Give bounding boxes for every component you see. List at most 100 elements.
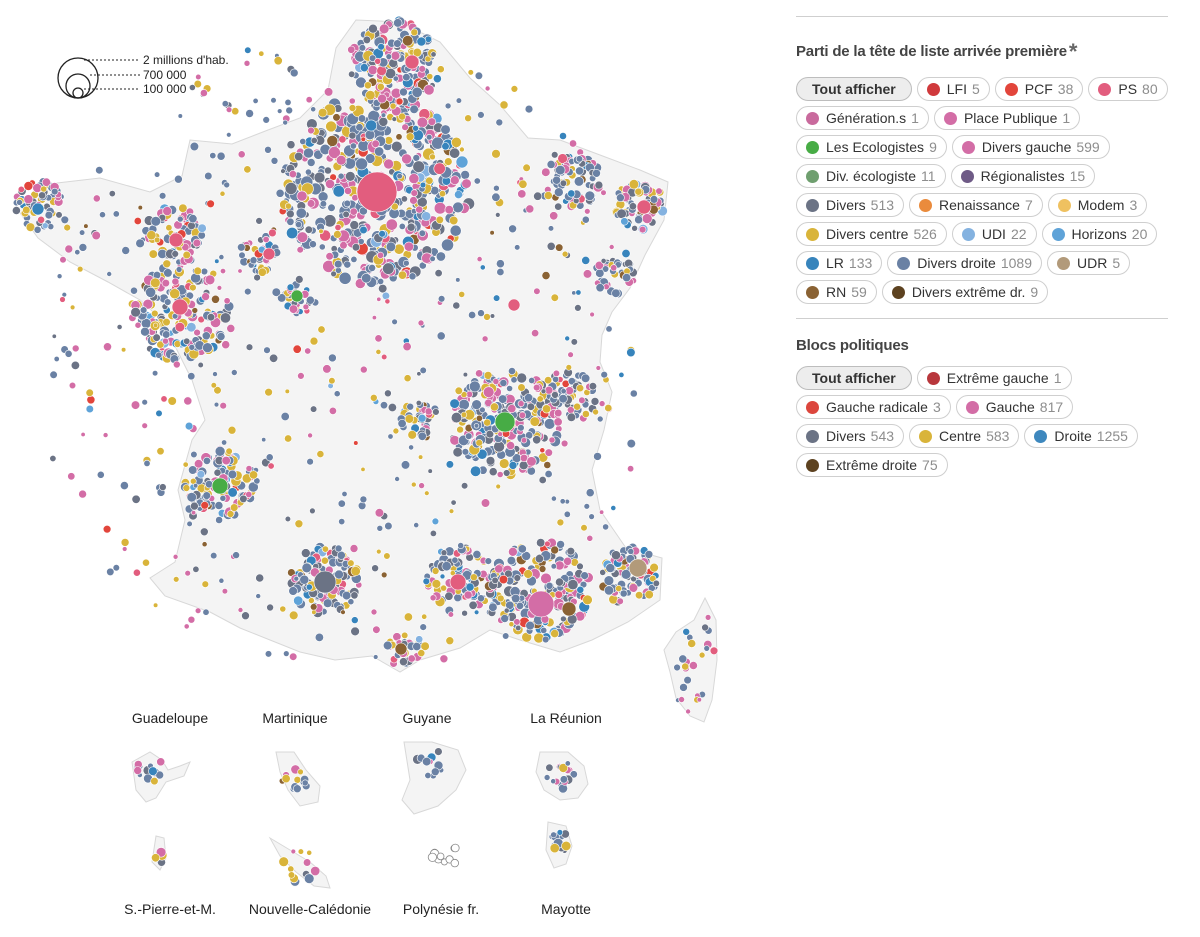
commune-bubble [611, 550, 621, 561]
commune-bubble [576, 384, 585, 393]
commune-bubble [401, 153, 412, 165]
party-chip-generation-s[interactable]: Génération.s 1 [796, 106, 929, 130]
party-chip-divers-gauche[interactable]: Divers gauche 599 [951, 135, 1110, 159]
party-chip-divers-extreme-dr[interactable]: Divers extrême dr. 9 [881, 280, 1049, 304]
commune-bubble [155, 409, 163, 418]
commune-bubble [544, 448, 553, 457]
commune-bubble [556, 540, 565, 549]
commune-bubble [493, 294, 501, 302]
party-chip-count: 1 [1062, 110, 1071, 126]
commune-bubble [540, 572, 552, 585]
commune-bubble [332, 185, 345, 198]
commune-bubble [293, 595, 304, 606]
commune-bubble [148, 249, 158, 259]
party-chip-horizons[interactable]: Horizons 20 [1041, 222, 1158, 246]
commune-bubble [550, 151, 559, 159]
party-show-all-button[interactable]: Tout afficher [796, 77, 912, 101]
commune-bubble [479, 264, 486, 271]
commune-bubble [300, 548, 311, 558]
commune-bubble [610, 505, 617, 511]
party-chip-pcf[interactable]: PCF 38 [994, 77, 1084, 101]
commune-bubble [308, 240, 317, 249]
party-color-dot [891, 285, 905, 299]
commune-bubble [269, 353, 279, 363]
commune-bubble [437, 295, 446, 303]
party-chip-modem[interactable]: Modem 3 [1047, 193, 1148, 217]
commune-bubble [439, 654, 449, 664]
party-chip-lr[interactable]: LR 133 [796, 251, 883, 275]
commune-bubble [621, 249, 631, 259]
party-chip-lfi[interactable]: LFI 5 [916, 77, 990, 101]
party-chip-ps[interactable]: PS 80 [1088, 77, 1168, 101]
party-chip-udi[interactable]: UDI 22 [951, 222, 1037, 246]
commune-bubble [681, 662, 690, 671]
commune-bubble [634, 187, 643, 196]
party-chip-divers-centre[interactable]: Divers centre 526 [796, 222, 947, 246]
bloc-chip-extreme-gauche[interactable]: Extrême gauche 1 [916, 366, 1072, 390]
commune-bubble [431, 517, 440, 526]
party-chip-divers[interactable]: Divers 513 [796, 193, 905, 217]
commune-bubble [349, 220, 360, 230]
bloc-chip-centre[interactable]: Centre 583 [909, 424, 1020, 448]
commune-bubble [165, 224, 173, 232]
commune-bubble [184, 421, 194, 431]
commune-bubble [390, 202, 399, 211]
commune-bubble [383, 552, 391, 560]
commune-bubble [480, 498, 491, 508]
commune-bubble [309, 336, 319, 346]
commune-bubble [445, 636, 455, 646]
commune-bubble [359, 225, 368, 235]
commune-bubble [450, 412, 463, 424]
commune-bubble [99, 211, 106, 219]
commune-bubble [575, 155, 584, 163]
party-chip-regionalistes[interactable]: Régionalistes 15 [950, 164, 1096, 188]
commune-bubble [588, 513, 595, 520]
commune-bubble [206, 199, 215, 209]
commune-bubble [489, 313, 496, 319]
commune-bubble [536, 538, 546, 548]
commune-bubble [696, 697, 702, 703]
commune-bubble [341, 490, 348, 497]
commune-bubble [339, 241, 348, 250]
commune-bubble [419, 366, 427, 375]
commune-bubble [427, 468, 433, 474]
filter-panel: Parti de la tête de liste arrivée premiè… [796, 16, 1168, 491]
commune-bubble [182, 461, 189, 468]
commune-bubble [418, 454, 424, 460]
party-chip-divers-droite[interactable]: Divers droite 1089 [887, 251, 1043, 275]
bloc-show-all-button[interactable]: Tout afficher [796, 366, 912, 390]
party-chip-les-ecologistes[interactable]: Les Ecologistes 9 [796, 135, 947, 159]
party-chip-rn[interactable]: RN 59 [796, 280, 877, 304]
party-chip-div-ecologiste[interactable]: Div. écologiste 11 [796, 164, 946, 188]
party-chip-renaissance[interactable]: Renaissance 7 [909, 193, 1043, 217]
commune-bubble [567, 579, 579, 591]
commune-bubble [162, 330, 171, 339]
party-chip-udr[interactable]: UDR 5 [1047, 251, 1131, 275]
commune-bubble [92, 194, 101, 203]
commune-bubble [194, 607, 202, 614]
commune-bubble [618, 371, 625, 378]
commune-bubble [287, 871, 296, 879]
bloc-chip-extreme-droite[interactable]: Extrême droite 75 [796, 453, 948, 477]
bloc-chip-gauche[interactable]: Gauche 817 [955, 395, 1074, 419]
commune-bubble [555, 577, 564, 587]
commune-bubble [627, 548, 635, 555]
commune-bubble [392, 427, 400, 435]
commune-bubble [409, 196, 418, 205]
commune-bubble [284, 202, 292, 210]
commune-bubble [603, 575, 615, 586]
bloc-chip-divers[interactable]: Divers 543 [796, 424, 905, 448]
commune-bubble [237, 243, 246, 252]
commune-bubble [297, 848, 305, 855]
party-chip-place-publique[interactable]: Place Publique 1 [933, 106, 1081, 130]
bloc-chip-gauche-radicale[interactable]: Gauche radicale 3 [796, 395, 951, 419]
commune-bubble [183, 337, 191, 345]
commune-bubble [50, 187, 59, 196]
commune-bubble [51, 333, 57, 339]
party-chip-count: 9 [929, 139, 937, 155]
territory-label-reunion: La Réunion [530, 710, 602, 726]
commune-bubble [106, 271, 112, 277]
commune-bubble [526, 402, 536, 411]
commune-bubble [400, 460, 411, 470]
bloc-chip-droite[interactable]: Droite 1255 [1024, 424, 1138, 448]
